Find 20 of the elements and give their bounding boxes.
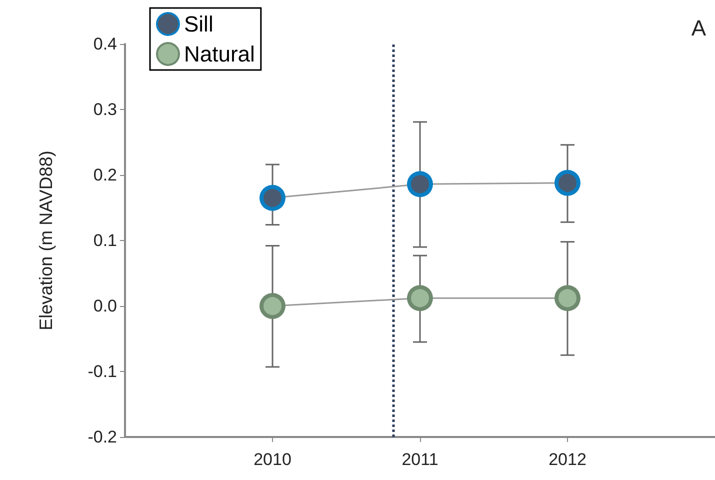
legend-label: Sill (184, 12, 214, 36)
point (554, 285, 580, 312)
point (554, 170, 580, 196)
y-tick-label: -0.1 (88, 362, 117, 381)
y-axis-title: Elevation (m NAVD88) (36, 150, 56, 330)
x-tick-label: 2010 (254, 450, 292, 469)
point (260, 184, 286, 211)
y-tick-label: 0.2 (93, 166, 117, 184)
text: A (691, 16, 706, 40)
point (407, 171, 433, 198)
x-tick-label: 2011 (402, 450, 438, 469)
legend-label: Natural (184, 42, 255, 66)
y-tick-label: 0.0 (93, 296, 117, 316)
y-tick-label: 0.1 (93, 231, 117, 250)
y-tick-label: -0.2 (88, 428, 117, 446)
y-tick-label: 0.3 (93, 100, 117, 119)
x-tick-label: 2012 (548, 450, 586, 469)
y-tick-label: 0.4 (93, 34, 117, 54)
point (407, 285, 433, 312)
point (260, 293, 286, 319)
